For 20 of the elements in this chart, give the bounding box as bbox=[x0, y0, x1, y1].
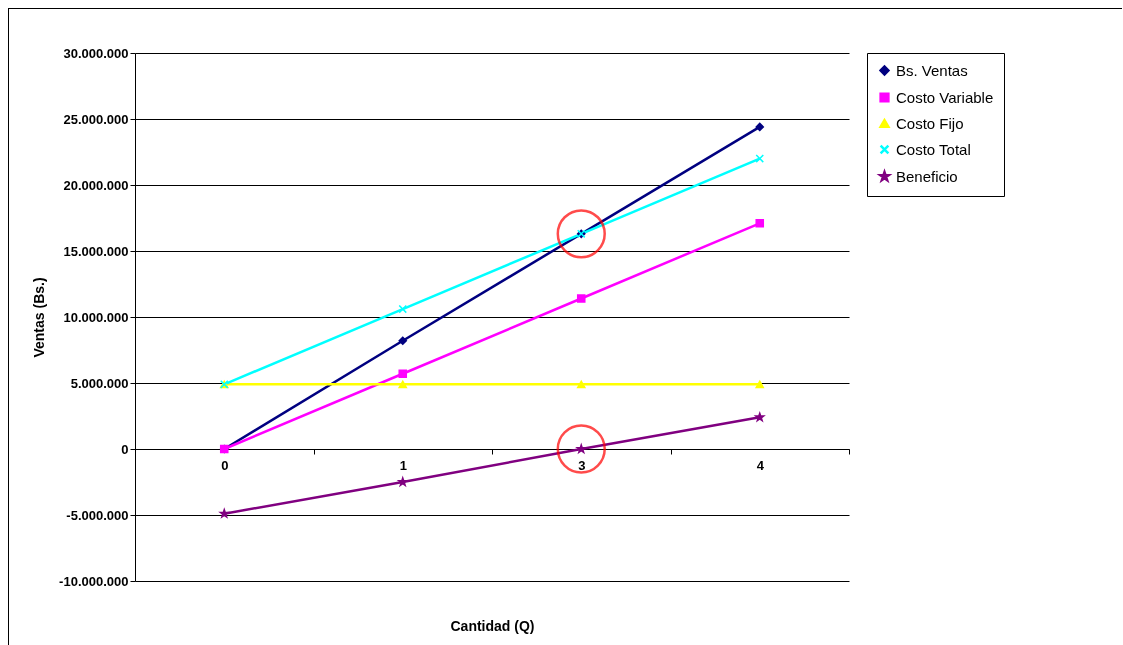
y-axis-title: Ventas (Bs.) bbox=[31, 277, 48, 358]
x-tick-label: 1 bbox=[399, 457, 407, 473]
y-tick-label: -10.000.000 bbox=[59, 573, 129, 589]
y-tick-label: -5.000.000 bbox=[66, 507, 129, 523]
legend-label: Costo Fijo bbox=[896, 114, 964, 132]
y-tick-label: 5.000.000 bbox=[70, 375, 129, 391]
x-tick-label: 4 bbox=[756, 457, 765, 473]
legend-label: Costo Variable bbox=[896, 88, 994, 106]
legend-label: Costo Total bbox=[896, 140, 971, 158]
y-tick-label: 15.000.000 bbox=[63, 243, 129, 259]
y-tick-label: 0 bbox=[121, 441, 129, 457]
legend-label: Beneficio bbox=[896, 167, 958, 185]
y-tick-label: 20.000.000 bbox=[63, 177, 129, 193]
legend-label: Bs. Ventas bbox=[896, 61, 968, 79]
x-tick-label: 3 bbox=[578, 457, 586, 473]
y-tick-label: 10.000.000 bbox=[63, 309, 129, 325]
y-tick-label: 25.000.000 bbox=[63, 111, 129, 127]
y-tick-label: 30.000.000 bbox=[63, 45, 129, 61]
x-axis-title: Cantidad (Q) bbox=[450, 617, 535, 634]
x-tick-label: 0 bbox=[221, 457, 229, 473]
